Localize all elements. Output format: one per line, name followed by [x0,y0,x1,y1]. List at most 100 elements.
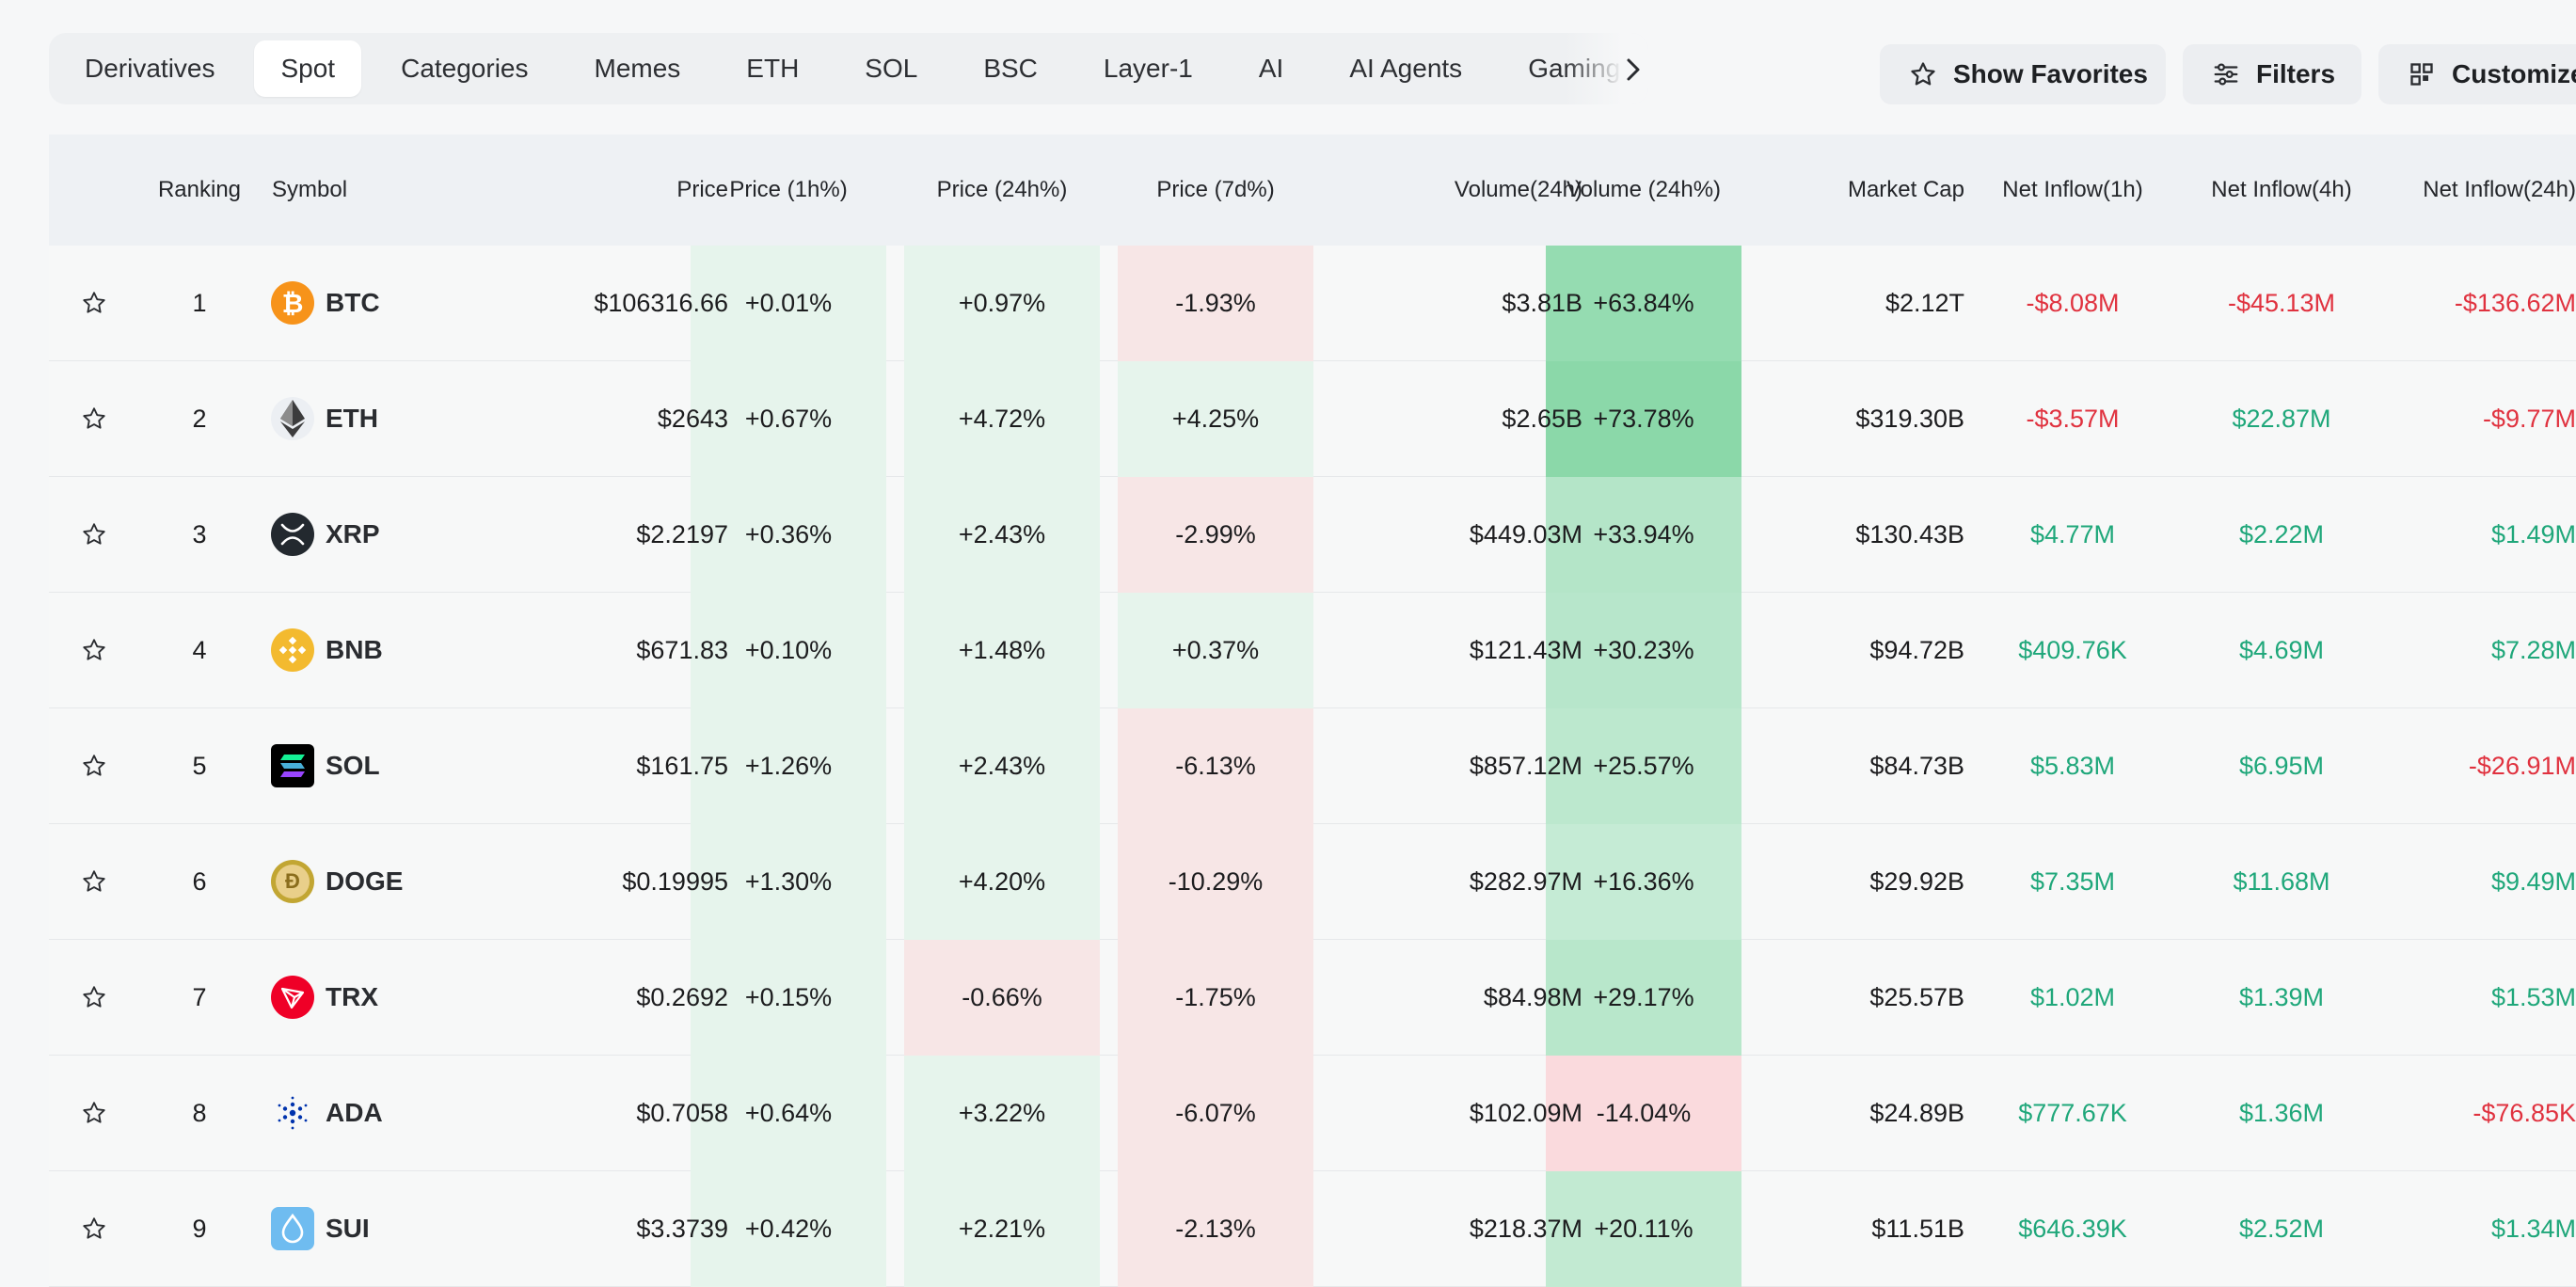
favorite-star-icon[interactable] [68,1056,120,1170]
dogecoin-icon: Ð [271,860,326,903]
col-inflow-1h[interactable]: Net Inflow(1h) [2002,177,2143,202]
tab-eth[interactable]: ETH [746,54,800,83]
symbol-cell[interactable]: TRX [271,940,378,1055]
volume-change-24h: +16.36% [1593,866,1694,896]
col-symbol[interactable]: Symbol [272,177,348,202]
table-row[interactable]: 8 ADA $0.7058 +0.64% +3.22% -6.07% $102.09M -14… [49,1056,2576,1171]
tab-sol[interactable]: SOL [865,54,918,83]
tab-memes[interactable]: Memes [594,54,681,83]
favorite-star-icon[interactable] [68,246,120,360]
price-change-24h: +4.72% [958,404,1046,433]
symbol-label: SOL [326,751,380,780]
market-cap-value: $11.51B [1871,1214,1964,1243]
favorite-star-icon[interactable] [68,477,120,592]
symbol-cell[interactable]: ETH [271,361,378,476]
rank-value: 3 [192,519,207,548]
table-row[interactable]: 2 ETH $2643 +0.67% +4.72% +4.25% $2.65B +73.78%… [49,361,2576,477]
customize-button[interactable]: Customize [2378,44,2576,104]
volume-value: $102.09M [1469,1098,1582,1127]
net-inflow-1h: -$3.57M [2026,404,2120,433]
filters-label: Filters [2256,59,2336,88]
col-volume[interactable]: Volume(24h) [1454,177,1582,202]
price-change-24h: +2.43% [958,751,1046,780]
table-body: 1 ₿ BTC $106316.66 +0.01% +0.97% -1.93% $3.81B +… [49,246,2576,1287]
symbol-cell[interactable]: Ð DOGE [271,824,403,939]
col-ranking[interactable]: Ranking [157,177,242,202]
tron-icon [271,976,326,1019]
col-price-1h[interactable]: Price (1h%) [729,177,848,202]
net-inflow-1h: $4.77M [2029,519,2116,548]
price-change-7d: +0.37% [1171,635,1260,664]
favorite-star-icon[interactable] [68,708,120,823]
net-inflow-4h: $11.68M [2233,866,2330,896]
col-market-cap[interactable]: Market Cap [1847,177,1964,202]
price-change-24h: +3.22% [958,1098,1046,1127]
net-inflow-1h: -$8.08M [2026,288,2120,317]
table-row[interactable]: 5 SOL $161.75 +1.26% +2.43% -6.13% $857.12M +25… [49,708,2576,824]
symbol-cell[interactable]: SUI [271,1171,370,1286]
volume-change-24h: +29.17% [1593,982,1694,1011]
symbol-label: SUI [326,1214,370,1243]
tabs-scroll-right-icon[interactable] [1616,45,1650,94]
volume-value: $218.37M [1469,1214,1582,1243]
market-cap-value: $24.89B [1869,1098,1964,1127]
price-value: $2643 [657,404,728,433]
tab-ai[interactable]: AI [1258,54,1284,83]
favorite-star-icon[interactable] [68,940,120,1055]
table-row[interactable]: 3 XRP $2.2197 +0.36% +2.43% -2.99% $449.03M +33… [49,477,2576,593]
net-inflow-1h: $646.39K [2018,1214,2127,1243]
rank-value: 4 [192,635,207,664]
price-value: $0.2692 [636,982,728,1011]
table-header: Ranking Symbol Price Price (1h%) Price (… [49,135,2576,246]
volume-change-24h: +63.84% [1593,288,1694,317]
table-row[interactable]: 9 SUI $3.3739 +0.42% +2.21% -2.13% $218.37M +20… [49,1171,2576,1287]
rank-value: 2 [192,404,207,433]
net-inflow-24h: -$9.77M [2482,404,2576,433]
table-row[interactable]: 4 BNB $671.83 +0.10% +1.48% +0.37% $121.43M +30… [49,593,2576,708]
symbol-cell[interactable]: XRP [271,477,380,592]
col-price-24h[interactable]: Price (24h%) [936,177,1068,202]
col-volume-24h[interactable]: Volume (24h%) [1566,177,1722,202]
net-inflow-4h: $2.22M [2238,519,2325,548]
symbol-cell[interactable]: ₿ BTC [271,246,380,360]
table-row[interactable]: 6 Ð DOGE $0.19995 +1.30% +4.20% -10.29% $282.97… [49,824,2576,940]
net-inflow-24h: $9.49M [2490,866,2576,896]
net-inflow-1h: $5.83M [2029,751,2116,780]
symbol-label: BTC [326,288,380,317]
col-inflow-4h[interactable]: Net Inflow(4h) [2211,177,2352,202]
price-change-24h: +1.48% [958,635,1046,664]
net-inflow-24h: $1.53M [2490,982,2576,1011]
price-change-1h: +0.01% [744,288,833,317]
col-inflow-24h[interactable]: Net Inflow(24h) [2423,177,2576,202]
show-favorites-button[interactable]: Show Favorites [1880,44,2166,104]
tab-derivatives[interactable]: Derivatives [85,54,215,83]
tab-ai-agents[interactable]: AI Agents [1349,54,1463,83]
volume-change-24h: +73.78% [1593,404,1694,433]
star-icon [1908,59,1938,89]
xrp-icon [271,513,326,556]
tab-bsc[interactable]: BSC [983,54,1038,83]
favorite-star-icon[interactable] [68,824,120,939]
symbol-label: ADA [326,1098,383,1127]
filters-button[interactable]: Filters [2183,44,2361,104]
table-row[interactable]: 1 ₿ BTC $106316.66 +0.01% +0.97% -1.93% $3.81B +… [49,246,2576,361]
price-value: $0.19995 [622,866,728,896]
favorite-star-icon[interactable] [68,1171,120,1286]
bnb-icon [271,628,326,672]
symbol-cell[interactable]: SOL [271,708,380,823]
price-change-1h: +0.64% [744,1098,833,1127]
tab-layer-1[interactable]: Layer-1 [1103,54,1193,83]
col-price-7d[interactable]: Price (7d%) [1156,177,1275,202]
volume-value: $121.43M [1469,635,1582,664]
volume-value: $857.12M [1469,751,1582,780]
symbol-cell[interactable]: ADA [271,1056,383,1170]
favorite-star-icon[interactable] [68,593,120,707]
favorite-star-icon[interactable] [68,361,120,476]
tab-categories[interactable]: Categories [401,54,529,83]
market-cap-value: $2.12T [1884,288,1964,317]
volume-value: $449.03M [1469,519,1582,548]
table-row[interactable]: 7 TRX $0.2692 +0.15% -0.66% -1.75% $84.98M +29.… [49,940,2576,1056]
symbol-cell[interactable]: BNB [271,593,383,707]
tab-spot[interactable]: Spot [254,40,362,97]
col-price[interactable]: Price [676,177,728,202]
